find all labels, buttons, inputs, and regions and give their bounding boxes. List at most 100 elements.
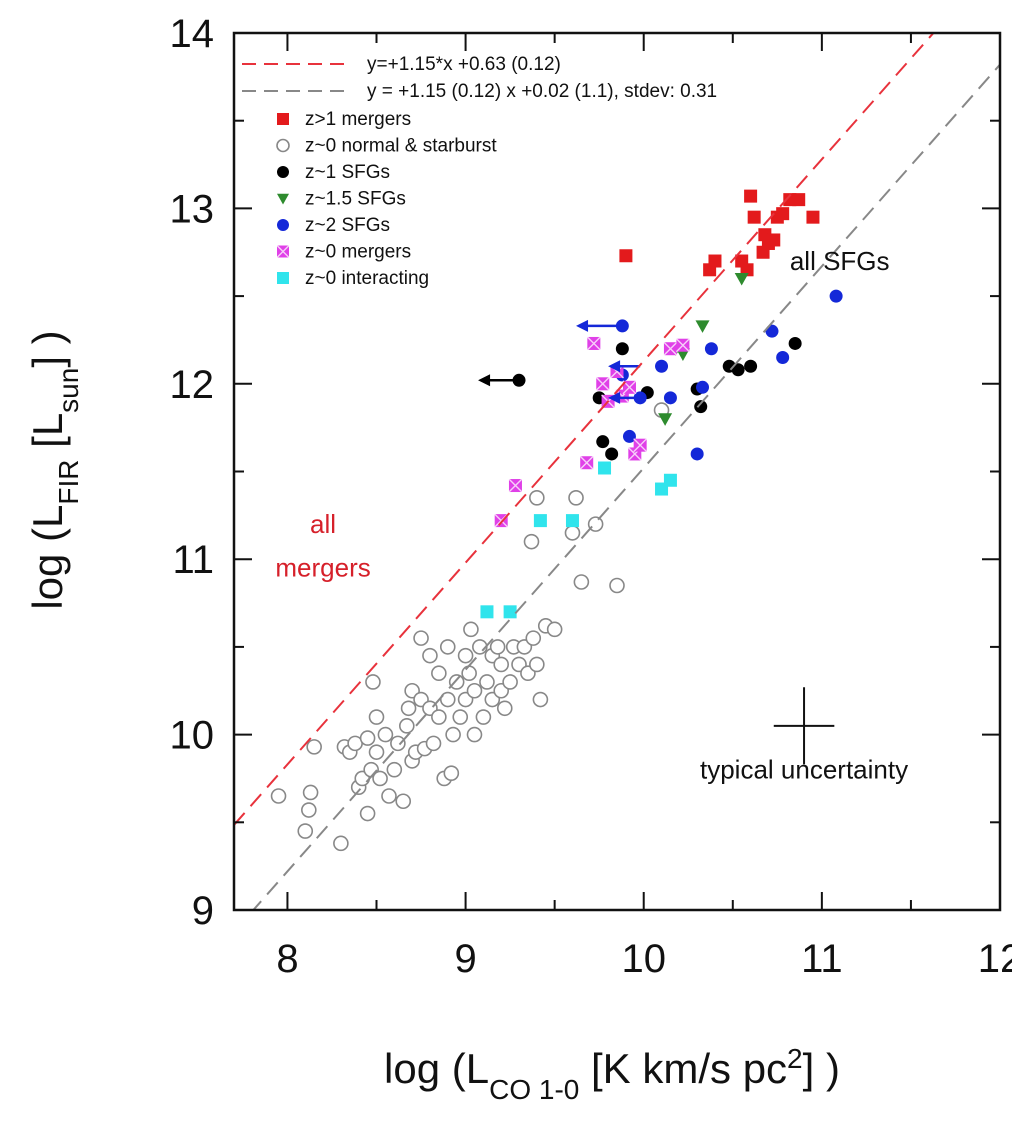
data-point [633,438,648,453]
annotation: mergers [275,553,370,583]
data-point [792,193,806,207]
data-point [365,674,381,690]
legend-marker [277,166,289,178]
data-point [596,435,610,449]
data-point [413,630,429,646]
data-point [731,363,745,377]
data-point [493,656,510,673]
axis-labels-layer: log (LCO 1-0 [K km/s pc2] ) log (LFIR [Ls… [24,330,840,1104]
legend-label: z~0 interacting [305,268,429,289]
data-point [776,207,790,221]
x-tick-label: 12 [978,937,1012,981]
data-point [598,461,612,475]
x-tick-label: 10 [621,937,666,981]
data-point [372,770,388,787]
legend-marker [276,245,290,258]
annotations-layer: all mergers all SFGs typical uncertainty [275,246,908,785]
data-point [696,380,710,394]
data-point [788,336,802,350]
data-point [829,289,843,303]
data-point [523,533,540,550]
data-point [431,665,447,682]
data-point [475,709,492,725]
data-point [586,336,601,351]
data-point [439,639,456,655]
data-point [301,802,317,818]
legend-marker [277,193,289,205]
data-point [565,514,579,528]
legend-label: z~0 normal & starburst [305,136,497,157]
data-point [573,574,590,590]
data-point [381,788,397,804]
data-point [605,447,619,461]
data-point [395,793,412,810]
series-5 [615,289,843,461]
legend-label: z~1 SFGs [305,162,390,183]
data-point [443,765,460,781]
data-point [663,391,677,405]
data-point [615,342,629,356]
y-tick-label: 13 [170,187,215,231]
x-tick-label: 11 [801,937,843,981]
y-tick-label: 14 [170,12,215,56]
data-point [533,514,547,528]
data-point [694,400,708,414]
data-point [622,429,636,443]
data-point [377,726,394,743]
data-point [564,525,581,541]
legend-label: z>1 mergers [305,109,411,130]
data-point [806,210,820,224]
legend-label: z~2 SFGs [305,215,390,236]
data-point [359,805,376,822]
data-point [422,647,438,664]
data-point [302,784,319,801]
limit-arrow-head [608,391,621,404]
x-tick-label: 9 [454,937,476,981]
data-point [690,447,704,461]
data-point [579,455,594,470]
data-point [744,359,758,373]
data-point [333,835,349,852]
axes-layer: 8 9 10 11 12 9 10 11 12 13 14 [170,12,1012,981]
data-points-layer [270,189,843,852]
data-point [270,788,287,804]
legend-label: y=+1.15*x +0.63 (0.12) [367,54,561,75]
data-point [368,744,385,760]
data-point [529,490,545,506]
legend-marker [277,219,289,231]
data-point [595,376,610,391]
data-point [306,739,322,755]
data-point [445,726,461,743]
data-point [431,709,447,725]
data-point [461,665,477,682]
data-point [532,691,549,708]
data-point [525,630,542,646]
data-point [663,473,677,487]
data-point [655,359,669,373]
data-point [619,249,633,263]
data-point [609,577,625,594]
y-tick-label: 10 [170,714,215,758]
legend-label: z~0 mergers [305,242,411,263]
data-point [398,718,415,734]
series-1 [619,189,820,277]
legend-label: z~1.5 SFGs [305,189,406,210]
data-point [502,674,518,690]
x-axis-label: log (LCO 1-0 [K km/s pc2] ) [384,1043,840,1105]
fit-line-1 [234,33,935,826]
data-point [390,735,406,752]
y-tick-label: 9 [192,889,214,933]
y-tick-label: 11 [172,538,214,582]
data-point [448,674,465,690]
data-point [386,761,403,778]
limit-arrow-head [576,319,589,332]
y-tick-label: 12 [170,363,215,407]
data-point [747,210,761,224]
data-point [297,823,314,839]
data-point [425,735,442,752]
legend-marker [277,272,289,284]
annotation: all SFGs [790,246,890,276]
data-point [508,478,523,493]
data-point [704,342,718,356]
